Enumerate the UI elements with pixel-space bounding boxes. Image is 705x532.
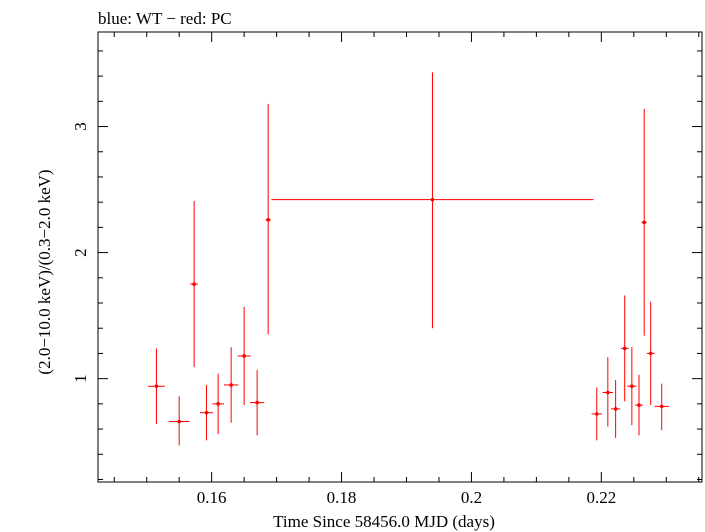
data-point [249,369,265,436]
point-marker [659,404,664,409]
x-tick-label: 0.16 [197,488,227,507]
data-point [190,200,199,368]
point-marker [594,412,599,416]
x-axis-label: Time Since 58456.0 MJD (days) [273,512,495,531]
y-tick-label: 2 [71,248,90,257]
data-point [237,306,251,406]
data-point [199,384,213,441]
point-marker [177,419,181,424]
point-marker [204,410,209,415]
y-axis-label: (2.0−10.0 keV)/(0.3−2.0 keV) [35,169,54,374]
data-point [591,387,602,441]
data-point [635,374,643,436]
x-tick-label: 0.18 [327,488,357,507]
y-axis: 1 2 3 [71,50,702,480]
x-tick-label: 0.2 [461,488,482,507]
point-marker [192,282,196,286]
point-marker [648,351,653,356]
data-point [611,379,621,438]
point-marker [229,383,233,387]
chart-title: blue: WT − red: PC [98,9,232,28]
data-point [148,348,165,425]
point-marker [606,390,610,395]
point-marker [266,218,270,222]
data-point [646,301,655,406]
point-marker [630,384,634,389]
data-point [168,396,190,446]
x-tick-label: 0.22 [586,488,616,507]
x-axis: 0.16 0.18 0.2 0.22 [113,32,700,507]
point-marker [154,384,159,389]
data-point [620,295,629,402]
point-marker [642,220,646,225]
data-point [223,347,239,423]
data-point [654,383,669,431]
y-tick-label: 1 [71,374,90,383]
data-point [641,108,647,336]
point-marker [255,400,259,405]
point-marker [613,407,618,411]
data-series [148,72,669,446]
point-marker [622,346,627,351]
data-point [271,72,594,329]
point-marker [216,402,220,406]
point-marker [242,354,246,358]
y-tick-label: 3 [71,122,90,130]
data-point [627,347,637,426]
point-marker [637,403,641,407]
data-point [212,373,224,435]
data-point [602,357,614,427]
point-marker [430,197,435,202]
plot-frame [97,31,703,483]
data-point [265,103,271,335]
